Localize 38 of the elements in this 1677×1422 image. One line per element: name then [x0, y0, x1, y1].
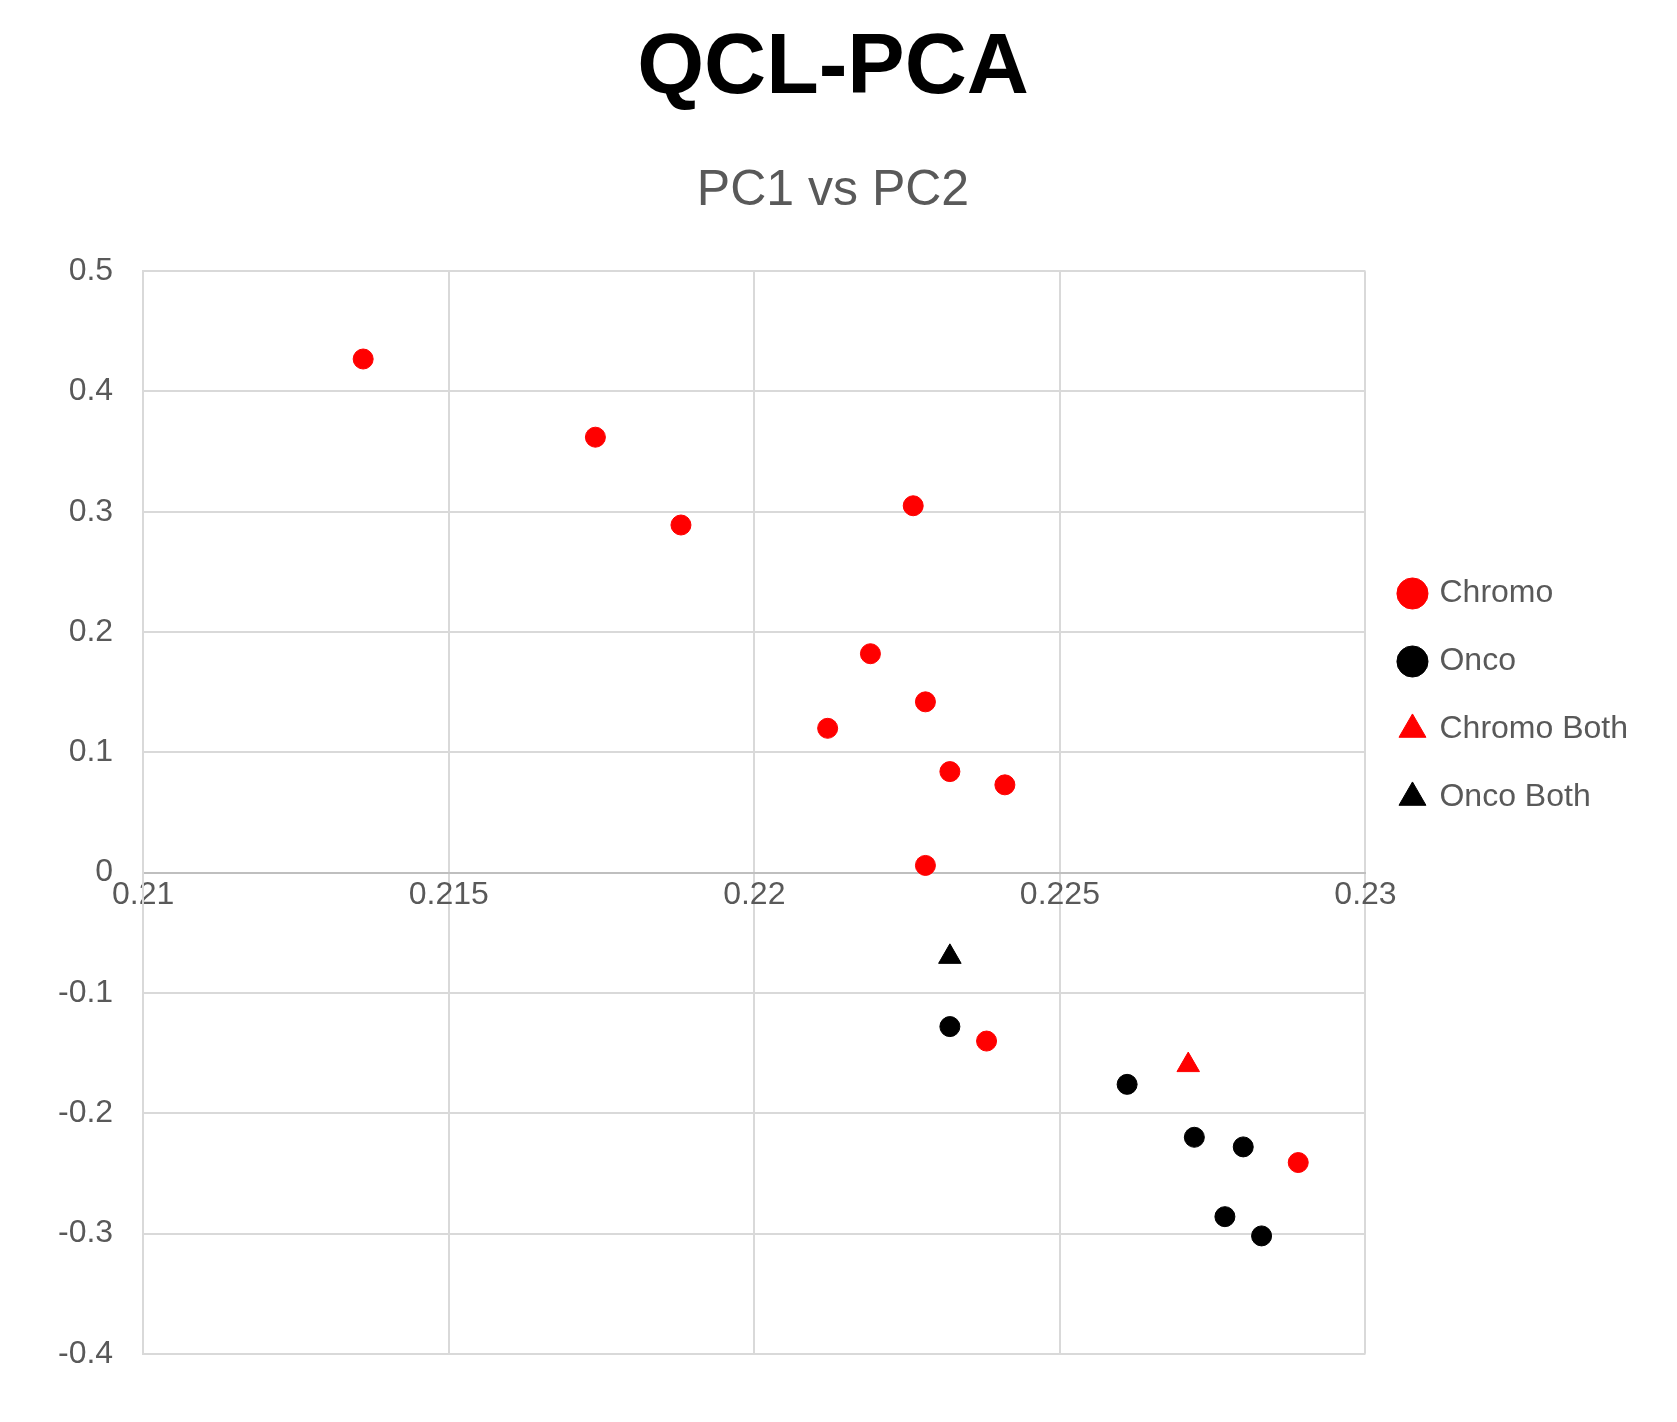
legend-label: Onco Both — [1439, 777, 1591, 814]
point — [939, 1016, 961, 1038]
y-tick-label: -0.2 — [58, 1093, 114, 1130]
point — [1232, 1136, 1254, 1158]
point — [1287, 1152, 1309, 1174]
y-tick-label: -0.3 — [58, 1213, 114, 1250]
point — [902, 495, 924, 517]
point — [670, 514, 692, 536]
legend-label: Onco — [1439, 641, 1516, 678]
chart-title: QCL-PCA — [637, 15, 1029, 112]
y-tick-label: 0.5 — [68, 251, 114, 288]
point — [817, 717, 839, 739]
y-tick-label: 0.1 — [68, 732, 114, 769]
x-tick-label: 0.215 — [408, 874, 489, 911]
point — [976, 1030, 998, 1052]
point — [1251, 1225, 1273, 1247]
x-tick-label: 0.225 — [1019, 874, 1100, 911]
point — [1214, 1206, 1236, 1228]
legend-label: Chromo Both — [1439, 709, 1628, 746]
point — [859, 643, 881, 665]
chart-subtitle: PC1 vs PC2 — [696, 159, 970, 216]
y-tick-label: 0.2 — [68, 611, 114, 648]
y-tick-label: 0.3 — [68, 491, 114, 528]
x-tick-label: 0.23 — [1334, 874, 1397, 911]
point — [584, 426, 606, 448]
point — [352, 348, 374, 370]
point — [994, 774, 1016, 796]
y-tick-label: -0.4 — [58, 1333, 114, 1370]
point — [1183, 1126, 1205, 1148]
point — [939, 761, 961, 783]
y-tick-label: 0 — [95, 852, 114, 889]
point — [1116, 1073, 1138, 1095]
point — [914, 691, 936, 713]
y-tick-label: -0.1 — [58, 972, 114, 1009]
x-tick-label: 0.22 — [723, 874, 786, 911]
y-tick-label: 0.4 — [68, 371, 114, 408]
point — [914, 854, 936, 876]
legend-label: Chromo — [1439, 573, 1554, 610]
